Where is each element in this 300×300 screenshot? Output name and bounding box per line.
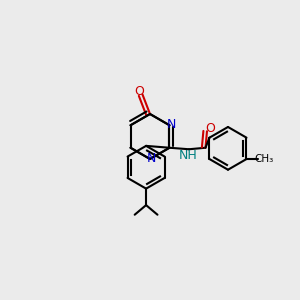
- Text: NH: NH: [179, 149, 198, 162]
- Text: N: N: [167, 118, 177, 130]
- Text: CH₃: CH₃: [255, 154, 274, 164]
- Text: O: O: [134, 85, 144, 98]
- Text: N: N: [147, 152, 156, 166]
- Text: O: O: [206, 122, 215, 135]
